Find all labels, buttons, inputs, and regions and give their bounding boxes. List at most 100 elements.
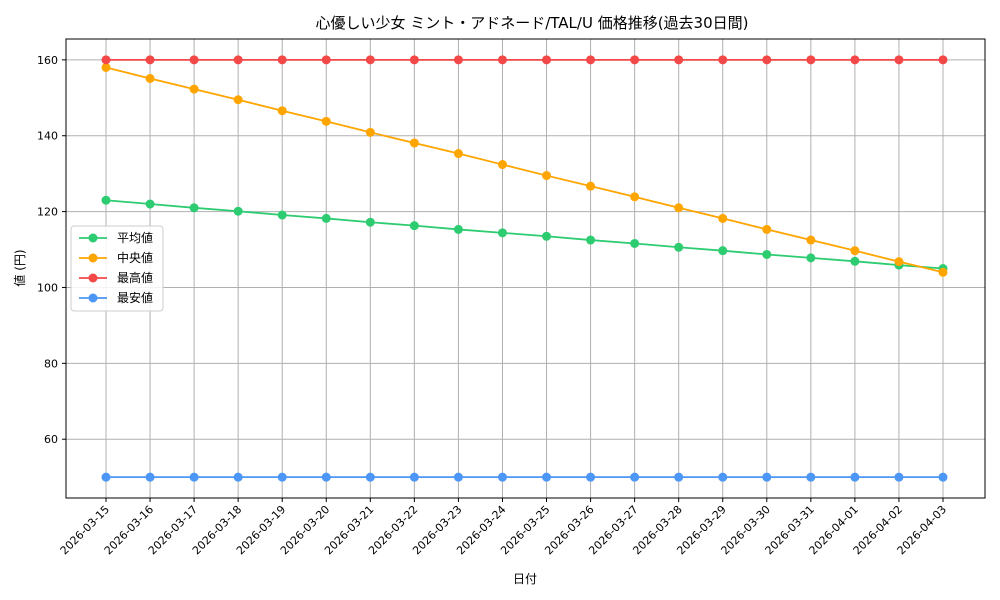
data-point xyxy=(850,472,860,482)
data-point xyxy=(586,181,596,191)
series-最安値 xyxy=(101,472,948,482)
data-point xyxy=(189,84,199,94)
data-point xyxy=(277,106,287,116)
series-中央値 xyxy=(101,62,948,277)
y-tick-label: 160 xyxy=(37,54,58,67)
data-point xyxy=(101,472,111,482)
data-point xyxy=(277,472,287,482)
legend-item: 最高値 xyxy=(79,270,153,285)
x-axis-ticks: 2026-03-152026-03-162026-03-172026-03-18… xyxy=(58,498,949,557)
legend-item: 中央値 xyxy=(79,250,153,265)
legend-item: 最安値 xyxy=(79,290,153,305)
legend-swatch-marker xyxy=(88,233,98,243)
data-point xyxy=(894,55,904,65)
data-point xyxy=(409,221,419,231)
y-tick-label: 140 xyxy=(37,130,58,143)
data-point xyxy=(409,138,419,148)
data-point xyxy=(630,238,640,248)
data-point xyxy=(453,224,463,234)
data-point xyxy=(453,472,463,482)
data-point xyxy=(674,472,684,482)
data-point xyxy=(806,472,816,482)
data-point xyxy=(365,472,375,482)
y-axis-label: 値 (円) xyxy=(12,249,27,286)
data-point xyxy=(542,472,552,482)
data-point xyxy=(630,55,640,65)
data-point xyxy=(718,213,728,223)
x-axis-label: 日付 xyxy=(513,572,537,586)
data-point xyxy=(542,55,552,65)
legend-swatch-marker xyxy=(88,293,98,303)
data-point xyxy=(630,192,640,202)
legend-item: 平均値 xyxy=(79,230,153,245)
data-point xyxy=(365,217,375,227)
data-point xyxy=(277,210,287,220)
data-point xyxy=(938,55,948,65)
data-point xyxy=(850,55,860,65)
data-point xyxy=(806,253,816,263)
data-point xyxy=(586,235,596,245)
data-point xyxy=(718,246,728,256)
data-point xyxy=(542,171,552,181)
data-point xyxy=(542,231,552,241)
legend-label: 平均値 xyxy=(117,230,153,245)
data-point xyxy=(409,472,419,482)
legend-box xyxy=(70,225,164,312)
data-point xyxy=(233,206,243,216)
y-tick-label: 100 xyxy=(37,281,58,294)
data-point xyxy=(189,472,199,482)
data-point xyxy=(674,203,684,213)
data-point xyxy=(453,149,463,159)
legend-swatch-marker xyxy=(88,273,98,283)
data-point xyxy=(718,472,728,482)
data-point xyxy=(101,62,111,72)
legend-label: 最安値 xyxy=(117,290,153,305)
y-axis-ticks: 60 80 100 120 140 160 xyxy=(37,54,66,446)
data-point xyxy=(233,472,243,482)
data-point xyxy=(762,55,772,65)
data-point xyxy=(409,55,419,65)
data-point xyxy=(497,472,507,482)
data-point xyxy=(145,55,155,65)
series-line xyxy=(105,66,944,274)
y-tick-label: 60 xyxy=(44,433,58,446)
data-point xyxy=(189,203,199,213)
data-point xyxy=(321,213,331,223)
data-point xyxy=(718,55,728,65)
data-point xyxy=(806,235,816,245)
plot-area-frame xyxy=(65,38,986,499)
data-point xyxy=(145,199,155,209)
chart-title: 心優しい少女 ミント・アドネード/TAL/U 価格推移(過去30日間) xyxy=(315,14,748,32)
data-point xyxy=(674,55,684,65)
data-point xyxy=(762,249,772,259)
grid-lines xyxy=(66,39,985,498)
data-point xyxy=(321,55,331,65)
data-point xyxy=(894,257,904,267)
data-point xyxy=(453,55,463,65)
data-point xyxy=(938,472,948,482)
legend-label: 中央値 xyxy=(117,250,153,265)
series-line xyxy=(105,199,944,270)
data-point xyxy=(850,246,860,256)
legend-swatch-marker xyxy=(88,253,98,263)
data-point xyxy=(321,116,331,126)
data-point xyxy=(762,224,772,234)
data-point xyxy=(233,55,243,65)
data-point xyxy=(806,55,816,65)
legend-label: 最高値 xyxy=(117,270,153,285)
data-point xyxy=(189,55,199,65)
series-layer xyxy=(101,55,948,482)
data-point xyxy=(101,55,111,65)
data-point xyxy=(277,55,287,65)
data-point xyxy=(365,55,375,65)
y-tick-label: 120 xyxy=(37,206,58,219)
y-tick-label: 80 xyxy=(44,357,58,370)
data-point xyxy=(101,195,111,205)
data-point xyxy=(894,472,904,482)
data-point xyxy=(145,472,155,482)
series-最高値 xyxy=(101,55,948,65)
data-point xyxy=(674,242,684,252)
data-point xyxy=(145,73,155,83)
